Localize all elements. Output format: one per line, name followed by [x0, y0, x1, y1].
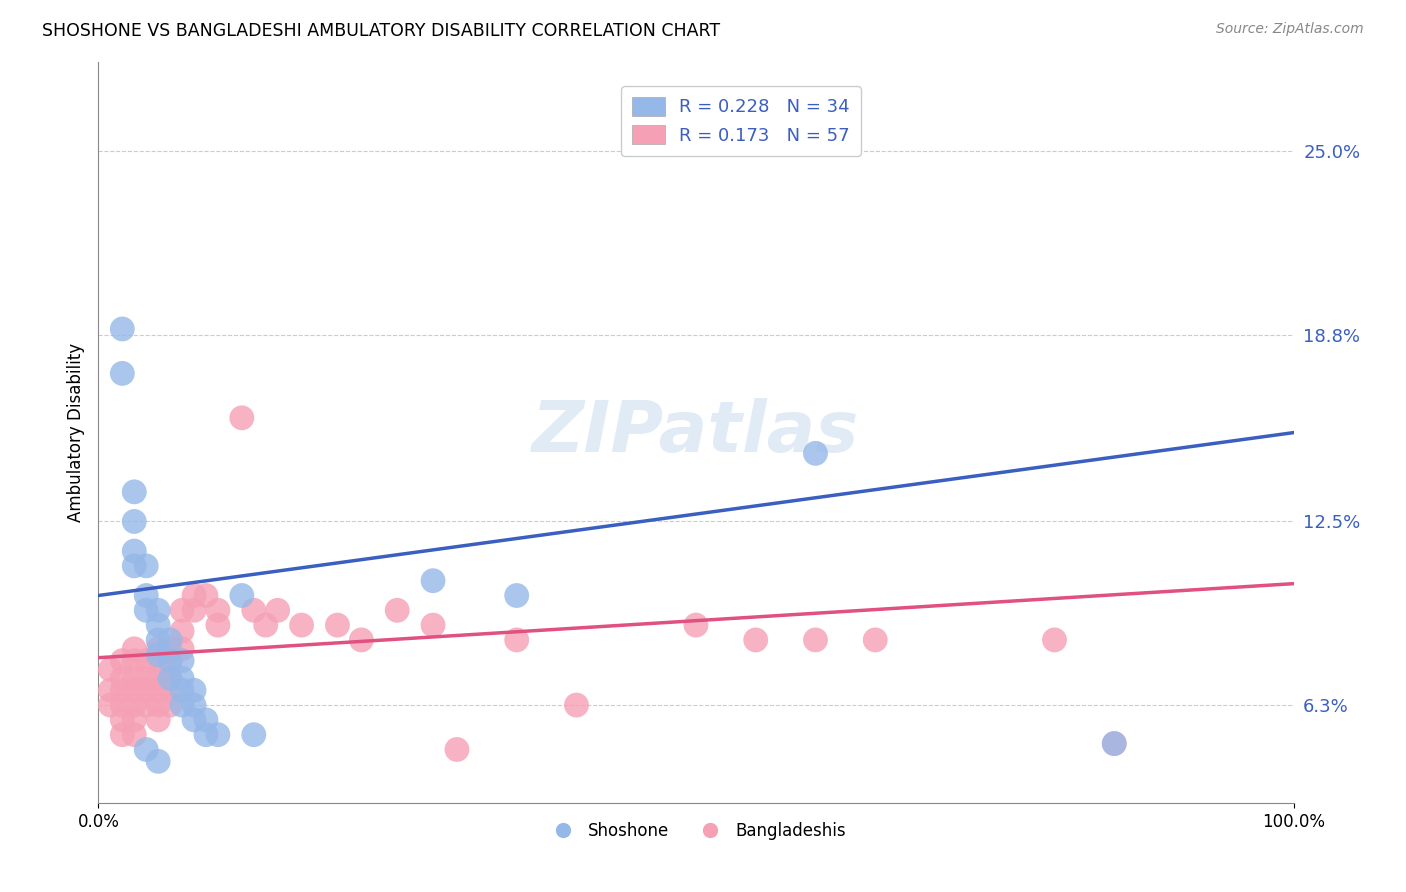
- Point: [111, 367, 134, 381]
- Point: [1043, 632, 1066, 647]
- Point: [159, 683, 181, 698]
- Point: [159, 672, 181, 686]
- Point: [124, 728, 146, 742]
- Point: [159, 654, 181, 668]
- Point: [111, 654, 134, 668]
- Point: [207, 728, 229, 742]
- Point: [1104, 737, 1126, 751]
- Point: [159, 672, 181, 686]
- Point: [326, 618, 349, 632]
- Point: [422, 618, 444, 632]
- Y-axis label: Ambulatory Disability: Ambulatory Disability: [66, 343, 84, 522]
- Point: [506, 632, 529, 647]
- Point: [159, 641, 181, 656]
- Point: [135, 603, 157, 617]
- Point: [685, 618, 707, 632]
- Point: [111, 713, 134, 727]
- Point: [172, 624, 194, 638]
- Point: [243, 728, 266, 742]
- Point: [148, 654, 170, 668]
- Point: [865, 632, 887, 647]
- Point: [183, 603, 205, 617]
- Point: [207, 603, 229, 617]
- Point: [148, 672, 170, 686]
- Point: [172, 603, 194, 617]
- Point: [195, 589, 218, 603]
- Point: [135, 654, 157, 668]
- Point: [148, 632, 170, 647]
- Point: [148, 755, 170, 769]
- Text: SHOSHONE VS BANGLADESHI AMBULATORY DISABILITY CORRELATION CHART: SHOSHONE VS BANGLADESHI AMBULATORY DISAB…: [42, 22, 720, 40]
- Point: [172, 654, 194, 668]
- Point: [148, 648, 170, 662]
- Point: [111, 672, 134, 686]
- Point: [291, 618, 314, 632]
- Point: [124, 683, 146, 698]
- Point: [172, 641, 194, 656]
- Point: [565, 698, 588, 712]
- Point: [231, 589, 253, 603]
- Point: [195, 728, 218, 742]
- Point: [231, 410, 253, 425]
- Point: [135, 589, 157, 603]
- Point: [98, 663, 122, 677]
- Point: [172, 698, 194, 712]
- Point: [124, 641, 146, 656]
- Point: [148, 713, 170, 727]
- Point: [446, 742, 468, 756]
- Point: [124, 654, 146, 668]
- Point: [159, 698, 181, 712]
- Point: [148, 683, 170, 698]
- Point: [159, 632, 181, 647]
- Point: [254, 618, 277, 632]
- Point: [804, 446, 827, 460]
- Point: [124, 544, 146, 558]
- Point: [148, 618, 170, 632]
- Point: [98, 683, 122, 698]
- Point: [804, 632, 827, 647]
- Point: [159, 654, 181, 668]
- Point: [267, 603, 290, 617]
- Point: [124, 484, 146, 499]
- Point: [195, 713, 218, 727]
- Point: [207, 618, 229, 632]
- Legend: Shoshone, Bangladeshis: Shoshone, Bangladeshis: [538, 815, 853, 847]
- Point: [183, 713, 205, 727]
- Point: [172, 683, 194, 698]
- Point: [243, 603, 266, 617]
- Point: [148, 603, 170, 617]
- Point: [385, 603, 409, 617]
- Point: [124, 698, 146, 712]
- Point: [183, 698, 205, 712]
- Point: [124, 515, 146, 529]
- Point: [183, 589, 205, 603]
- Point: [422, 574, 444, 588]
- Point: [98, 698, 122, 712]
- Point: [135, 683, 157, 698]
- Point: [172, 672, 194, 686]
- Point: [135, 742, 157, 756]
- Point: [111, 683, 134, 698]
- Text: ZIPatlas: ZIPatlas: [533, 398, 859, 467]
- Point: [111, 698, 134, 712]
- Point: [111, 322, 134, 336]
- Point: [124, 713, 146, 727]
- Point: [350, 632, 373, 647]
- Point: [135, 698, 157, 712]
- Point: [111, 728, 134, 742]
- Point: [745, 632, 768, 647]
- Point: [183, 683, 205, 698]
- Point: [148, 641, 170, 656]
- Point: [135, 672, 157, 686]
- Point: [124, 558, 146, 573]
- Point: [135, 558, 157, 573]
- Point: [1104, 737, 1126, 751]
- Text: Source: ZipAtlas.com: Source: ZipAtlas.com: [1216, 22, 1364, 37]
- Point: [506, 589, 529, 603]
- Point: [148, 698, 170, 712]
- Point: [124, 672, 146, 686]
